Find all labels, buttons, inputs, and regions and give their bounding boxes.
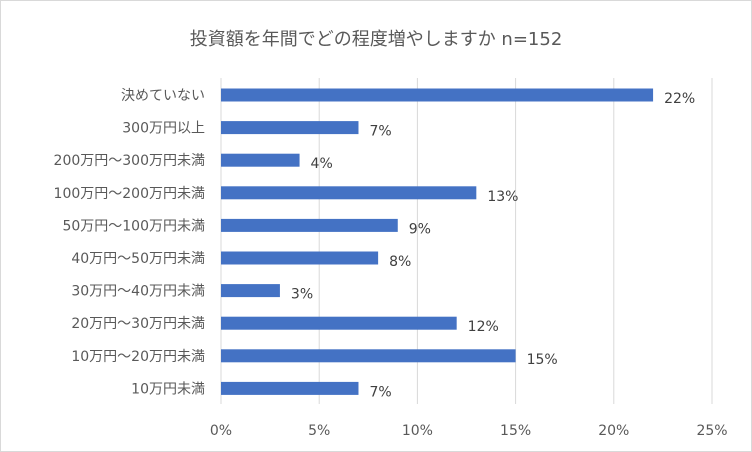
- data-label: 3%: [291, 287, 313, 303]
- data-label: 22%: [664, 91, 695, 107]
- category-label: 決めていない: [121, 88, 205, 104]
- x-tick-label: 15%: [500, 423, 531, 439]
- data-label: 8%: [389, 254, 411, 270]
- x-tick-label: 25%: [696, 423, 727, 439]
- bar: [221, 316, 457, 330]
- category-label: 40万円～50万円未満: [71, 251, 205, 267]
- category-label: 50万円～100万円未満: [62, 218, 205, 234]
- labels: 0% 5% 10% 15% 20% 25% 決めていない 22% 300万円以上 7% 200万円～…: [54, 88, 728, 439]
- chart-title: 投資額を年間でどの程度増やしますか n=152: [189, 29, 563, 50]
- category-label: 200万円～300万円未満: [54, 153, 205, 169]
- data-label: 7%: [369, 124, 391, 140]
- data-label: 4%: [311, 156, 333, 172]
- bar: [221, 218, 398, 232]
- category-label: 100万円～200万円未満: [54, 186, 205, 202]
- bar: [221, 251, 379, 265]
- bar: [221, 88, 654, 102]
- data-label: 15%: [527, 352, 558, 368]
- category-label: 300万円以上: [122, 121, 205, 137]
- bar: [221, 349, 516, 363]
- bar: [221, 186, 477, 200]
- x-tick-label: 20%: [598, 423, 629, 439]
- category-label: 10万円～20万円未満: [71, 349, 205, 365]
- data-label: 13%: [487, 189, 518, 205]
- data-label: 9%: [409, 221, 431, 237]
- data-label: 7%: [369, 384, 391, 400]
- category-label: 10万円未満: [131, 381, 205, 397]
- bars: [221, 88, 654, 395]
- data-label: 12%: [468, 319, 499, 335]
- x-tick-label: 0%: [210, 423, 232, 439]
- bar: [221, 381, 359, 395]
- category-label: 30万円～40万円未満: [71, 284, 205, 300]
- x-tick-label: 10%: [402, 423, 433, 439]
- category-label: 20万円～30万円未満: [71, 316, 205, 332]
- x-tick-label: 5%: [308, 423, 330, 439]
- bar: [221, 284, 280, 298]
- bar: [221, 121, 359, 135]
- bar: [221, 153, 300, 167]
